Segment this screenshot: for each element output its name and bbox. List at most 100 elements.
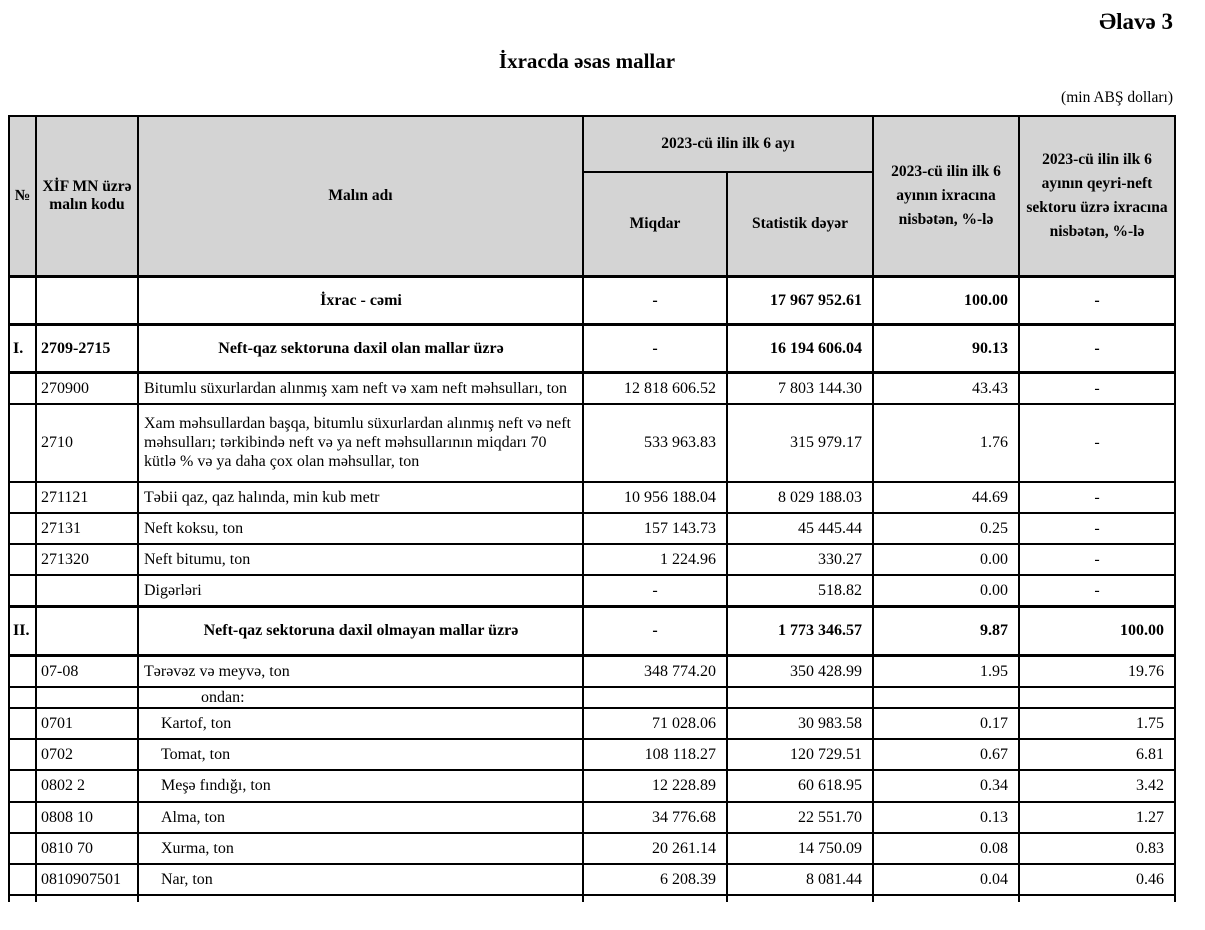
cell-code: 271320 (35, 542, 139, 577)
cell-pn: 0.46 (1018, 862, 1176, 897)
cell-pct: 0.08 (872, 831, 1020, 865)
cell-qty: - (582, 322, 728, 374)
cell-value: 45 445.44 (726, 511, 874, 546)
cell-pct: 44.69 (872, 480, 1020, 514)
cell-no (8, 542, 37, 577)
cell-no: II. (8, 605, 37, 657)
cell-name: Neft koksu, ton (137, 511, 584, 546)
header-row-top: № XİF MN üzrə malın kodu Malın adı 2023-… (8, 115, 1176, 277)
cell-code: 0702 (35, 738, 139, 772)
cell-value (726, 685, 874, 709)
cell-no: I. (8, 322, 37, 374)
export-goods-table: № XİF MN üzrə malın kodu Malın adı 2023-… (8, 115, 1176, 903)
cutoff-cell (8, 894, 37, 903)
cell-name: Kartof, ton (137, 706, 584, 741)
table-row: 0810907501 Nar, ton 6 208.39 8 081.44 0.04 0.… (8, 862, 1176, 897)
cell-pn: - (1018, 511, 1176, 546)
cell-qty: 12 818 606.52 (582, 371, 728, 406)
header-value: Statistik dəyər (726, 171, 874, 277)
table-row: 07-08 Tərəvəz və meyvə, ton 348 774.20 350 … (8, 654, 1176, 688)
cell-value: 120 729.51 (726, 738, 874, 772)
table-cutoff (8, 894, 1176, 903)
cell-value: 518.82 (726, 574, 874, 608)
table-row: İxrac - cəmi -17 967 952.61 100.00- (8, 274, 1176, 326)
table-row: 0802 2 Meşə fındığı, ton 12 228.89 60 618.9… (8, 769, 1176, 803)
table-row: 271121 Təbii qaz, qaz halında, min kub me… (8, 480, 1176, 514)
cell-name: Təbii qaz, qaz halında, min kub metr (137, 480, 584, 514)
page-title: İxracda əsas mallar (498, 49, 676, 73)
cell-qty: 34 776.68 (582, 800, 728, 834)
cell-name: Neft-qaz sektoruna daxil olmayan mallar … (137, 605, 584, 657)
cell-name: Bitumlu süxurlardan alınmış xam neft və … (137, 371, 584, 406)
header-pct-total: 2023-cü ilin ilk 6 ayının ixracına nisbə… (872, 115, 1020, 277)
cell-code: 271121 (35, 480, 139, 514)
cell-value: 7 803 144.30 (726, 371, 874, 406)
cell-pn: - (1018, 480, 1176, 514)
cell-value: 1 773 346.57 (726, 605, 874, 657)
cell-no (8, 574, 37, 608)
table-row: 0702 Tomat, ton 108 118.27 120 729.51 0.67 6.… (8, 738, 1176, 772)
cell-no (8, 738, 37, 772)
cell-name: Xam məhsullardan başqa, bitumlu süxurlar… (137, 403, 584, 483)
cell-no (8, 480, 37, 514)
cell-name: Neft-qaz sektoruna daxil olan mallar üzr… (137, 322, 584, 374)
table-row: 270900 Bitumlu süxurlardan alınmış xam ne… (8, 371, 1176, 406)
cell-no (8, 769, 37, 803)
cell-pct: 1.95 (872, 654, 1020, 688)
cell-name: İxrac - cəmi (137, 274, 584, 326)
table-row: II. Neft-qaz sektoruna daxil olmayan mall… (8, 605, 1176, 657)
cell-qty: 108 118.27 (582, 738, 728, 772)
cell-code: 0802 2 (35, 769, 139, 803)
header-qty: Miqdar (582, 171, 728, 277)
cell-code: 0701 (35, 706, 139, 741)
cutoff-cell (726, 894, 874, 903)
cell-code (35, 574, 139, 608)
header-pct-nonoil: 2023-cü ilin ilk 6 ayının qeyri-neft sek… (1018, 115, 1176, 277)
cell-value: 8 029 188.03 (726, 480, 874, 514)
cell-qty: 157 143.73 (582, 511, 728, 546)
cell-pn: 100.00 (1018, 605, 1176, 657)
cell-no (8, 685, 37, 709)
table-row: 27131 Neft koksu, ton 157 143.73 45 445.44 0… (8, 511, 1176, 546)
table-row: 271320 Neft bitumu, ton 1 224.96 330.27 0.00… (8, 542, 1176, 577)
table-row: 0808 10 Alma, ton 34 776.68 22 551.70 0.13 1.… (8, 800, 1176, 834)
cell-no (8, 706, 37, 741)
cell-value: 30 983.58 (726, 706, 874, 741)
cutoff-row (8, 894, 1176, 903)
cell-pct: 1.76 (872, 403, 1020, 483)
cell-no (8, 800, 37, 834)
cell-value: 17 967 952.61 (726, 274, 874, 326)
header-no: № (8, 115, 37, 277)
cell-qty: 1 224.96 (582, 542, 728, 577)
cell-pn: 0.83 (1018, 831, 1176, 865)
header-code: XİF MN üzrə malın kodu (35, 115, 139, 277)
header-name: Malın adı (137, 115, 584, 277)
cell-pct: 0.67 (872, 738, 1020, 772)
table-header: № XİF MN üzrə malın kodu Malın adı 2023-… (8, 115, 1176, 277)
cutoff-cell (137, 894, 584, 903)
cell-pn: - (1018, 542, 1176, 577)
cell-code (35, 685, 139, 709)
table-row: I. 2709-2715 Neft-qaz sektoruna daxil olan… (8, 322, 1176, 374)
cell-name: Neft bitumu, ton (137, 542, 584, 577)
cell-value: 16 194 606.04 (726, 322, 874, 374)
cell-pn: 1.27 (1018, 800, 1176, 834)
cell-value: 22 551.70 (726, 800, 874, 834)
cell-name: Tərəvəz və meyvə, ton (137, 654, 584, 688)
cell-no (8, 511, 37, 546)
cell-pct: 0.04 (872, 862, 1020, 897)
cell-value: 330.27 (726, 542, 874, 577)
cell-pct: 100.00 (872, 274, 1020, 326)
cell-pct: 90.13 (872, 322, 1020, 374)
cutoff-cell (582, 894, 728, 903)
table-row: 0810 70 Xurma, ton 20 261.14 14 750.09 0.08 0… (8, 831, 1176, 865)
cell-value: 350 428.99 (726, 654, 874, 688)
cell-name: Meşə fındığı, ton (137, 769, 584, 803)
cell-code: 270900 (35, 371, 139, 406)
cell-value: 60 618.95 (726, 769, 874, 803)
cutoff-cell (1018, 894, 1176, 903)
cutoff-cell (872, 894, 1020, 903)
cell-code: 0810 70 (35, 831, 139, 865)
cell-qty: 20 261.14 (582, 831, 728, 865)
